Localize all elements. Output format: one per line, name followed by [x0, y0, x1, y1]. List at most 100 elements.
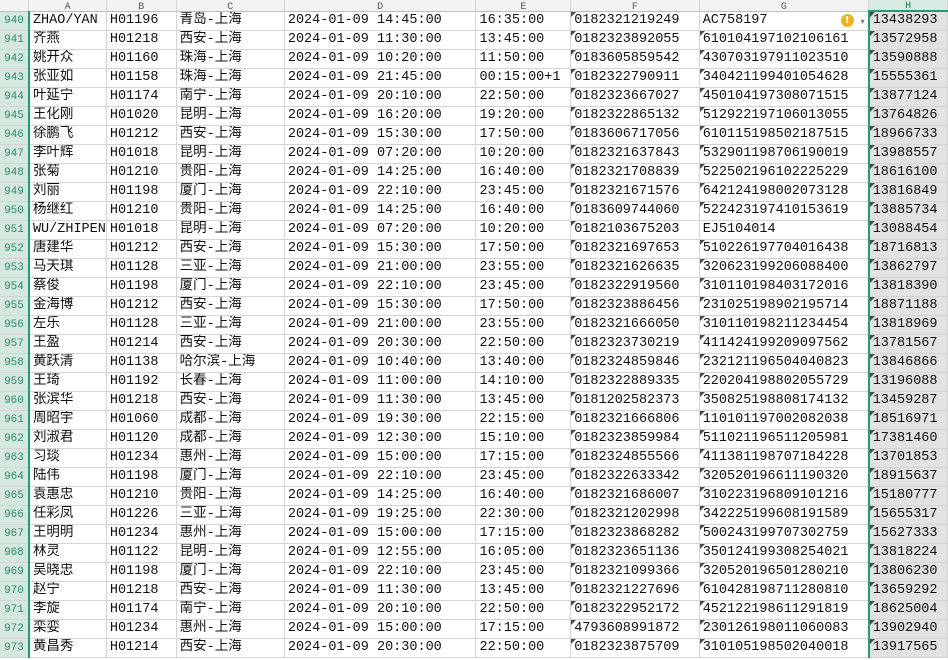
- cell-d[interactable]: 2024-01-09 20:10:00: [284, 600, 477, 620]
- cell-c[interactable]: 三亚-上海: [176, 505, 285, 525]
- row-header[interactable]: 947: [0, 144, 30, 164]
- cell-f[interactable]: 0182321099366: [570, 562, 700, 582]
- cell-c[interactable]: 西安-上海: [176, 391, 285, 411]
- cell-b[interactable]: H01214: [106, 638, 177, 658]
- cell-a[interactable]: 徐鹏飞: [28, 125, 107, 145]
- cell-d[interactable]: 2024-01-09 15:30:00: [284, 125, 477, 145]
- cell-f[interactable]: 0182321686007: [570, 486, 700, 506]
- cell-c[interactable]: 西安-上海: [176, 581, 285, 601]
- row-header[interactable]: 959: [0, 372, 30, 392]
- cell-a[interactable]: 张滨华: [28, 391, 107, 411]
- cell-d[interactable]: 2024-01-09 22:10:00: [284, 277, 477, 297]
- cell-c[interactable]: 西安-上海: [176, 239, 285, 259]
- cell-a[interactable]: 王明明: [28, 524, 107, 544]
- cell-b[interactable]: H01210: [106, 201, 177, 221]
- cell-a[interactable]: 王化刚: [28, 106, 107, 126]
- cell-e[interactable]: 17:50:00: [475, 296, 572, 316]
- cell-g[interactable]: 522502196102225229: [699, 163, 870, 183]
- exclamation-circle-icon[interactable]: !: [840, 13, 854, 27]
- cell-e[interactable]: 16:40:00: [475, 486, 572, 506]
- cell-f[interactable]: 0182323651136: [570, 543, 700, 563]
- cell-h[interactable]: 13764826: [867, 106, 948, 126]
- cell-d[interactable]: 2024-01-09 20:10:00: [284, 87, 477, 107]
- cell-e[interactable]: 00:15:00+1: [475, 68, 572, 88]
- column-header-d[interactable]: D: [284, 0, 477, 12]
- cell-a[interactable]: 习琰: [28, 448, 107, 468]
- cell-e[interactable]: 23:45:00: [475, 467, 572, 487]
- row-header[interactable]: 968: [0, 543, 30, 563]
- cell-d[interactable]: 2024-01-09 12:55:00: [284, 543, 477, 563]
- row-header[interactable]: 943: [0, 68, 30, 88]
- cell-e[interactable]: 16:40:00: [475, 163, 572, 183]
- cell-g[interactable]: EJ5104014: [699, 220, 870, 240]
- cell-f[interactable]: 0182323868282: [570, 524, 700, 544]
- row-header[interactable]: 963: [0, 448, 30, 468]
- cell-a[interactable]: 吴晓忠: [28, 562, 107, 582]
- cell-h[interactable]: 18966733: [867, 125, 948, 145]
- cell-b[interactable]: H01018: [106, 144, 177, 164]
- row-header[interactable]: 951: [0, 220, 30, 240]
- cell-a[interactable]: 唐建华: [28, 239, 107, 259]
- cell-e[interactable]: 15:10:00: [475, 429, 572, 449]
- cell-e[interactable]: 10:20:00: [475, 144, 572, 164]
- cell-d[interactable]: 2024-01-09 22:10:00: [284, 562, 477, 582]
- cell-a[interactable]: 黄跃清: [28, 353, 107, 373]
- cell-f[interactable]: 0183609744060: [570, 201, 700, 221]
- cell-c[interactable]: 贵阳-上海: [176, 486, 285, 506]
- cell-d[interactable]: 2024-01-09 10:40:00: [284, 353, 477, 373]
- cell-h[interactable]: 13438293: [867, 11, 948, 31]
- cell-c[interactable]: 成都-上海: [176, 429, 285, 449]
- row-header[interactable]: 964: [0, 467, 30, 487]
- cell-c[interactable]: 昆明-上海: [176, 220, 285, 240]
- cell-g[interactable]: 510226197704016438: [699, 239, 870, 259]
- cell-b[interactable]: H01218: [106, 391, 177, 411]
- cell-a[interactable]: 王琦: [28, 372, 107, 392]
- cell-a[interactable]: 王盈: [28, 334, 107, 354]
- cell-a[interactable]: 张亚如: [28, 68, 107, 88]
- cell-b[interactable]: H01174: [106, 87, 177, 107]
- row-header[interactable]: 940: [0, 11, 30, 31]
- cell-d[interactable]: 2024-01-09 11:00:00: [284, 372, 477, 392]
- row-header[interactable]: 970: [0, 581, 30, 601]
- cell-e[interactable]: 22:30:00: [475, 505, 572, 525]
- cell-h[interactable]: 18915637: [867, 467, 948, 487]
- cell-a[interactable]: 林灵: [28, 543, 107, 563]
- cell-c[interactable]: 西安-上海: [176, 334, 285, 354]
- cell-a[interactable]: 袁惠忠: [28, 486, 107, 506]
- cell-g[interactable]: 610428198711280810: [699, 581, 870, 601]
- cell-a[interactable]: 张菊: [28, 163, 107, 183]
- cell-d[interactable]: 2024-01-09 11:30:00: [284, 391, 477, 411]
- cell-h[interactable]: 15180777: [867, 486, 948, 506]
- cell-d[interactable]: 2024-01-09 20:30:00: [284, 334, 477, 354]
- cell-f[interactable]: 0182321666806: [570, 410, 700, 430]
- row-header[interactable]: 971: [0, 600, 30, 620]
- cell-f[interactable]: 0182323730219: [570, 334, 700, 354]
- cell-f[interactable]: 4793608991872: [570, 619, 700, 639]
- cell-f[interactable]: 0182323667027: [570, 87, 700, 107]
- cell-f[interactable]: 0182322919560: [570, 277, 700, 297]
- cell-c[interactable]: 厦门-上海: [176, 182, 285, 202]
- cell-b[interactable]: H01138: [106, 353, 177, 373]
- cell-g[interactable]: 642124198002073128: [699, 182, 870, 202]
- cell-f[interactable]: 0182322952172: [570, 600, 700, 620]
- cell-a[interactable]: 马天琪: [28, 258, 107, 278]
- cell-e[interactable]: 17:15:00: [475, 524, 572, 544]
- cell-f[interactable]: 0182321637843: [570, 144, 700, 164]
- cell-g[interactable]: 450104197308071515: [699, 87, 870, 107]
- cell-h[interactable]: 18616100: [867, 163, 948, 183]
- row-header[interactable]: 946: [0, 125, 30, 145]
- cell-h[interactable]: 13659292: [867, 581, 948, 601]
- cell-e[interactable]: 22:50:00: [475, 638, 572, 658]
- cell-a[interactable]: 周昭宇: [28, 410, 107, 430]
- cell-c[interactable]: 惠州-上海: [176, 524, 285, 544]
- cell-c[interactable]: 厦门-上海: [176, 277, 285, 297]
- cell-g[interactable]: 610104197102106161: [699, 30, 870, 50]
- cell-a[interactable]: 金海博: [28, 296, 107, 316]
- cell-d[interactable]: 2024-01-09 20:30:00: [284, 638, 477, 658]
- row-header[interactable]: 942: [0, 49, 30, 69]
- cell-e[interactable]: 17:50:00: [475, 239, 572, 259]
- cell-g[interactable]: 522423197410153619: [699, 201, 870, 221]
- cell-c[interactable]: 成都-上海: [176, 410, 285, 430]
- cell-d[interactable]: 2024-01-09 15:00:00: [284, 619, 477, 639]
